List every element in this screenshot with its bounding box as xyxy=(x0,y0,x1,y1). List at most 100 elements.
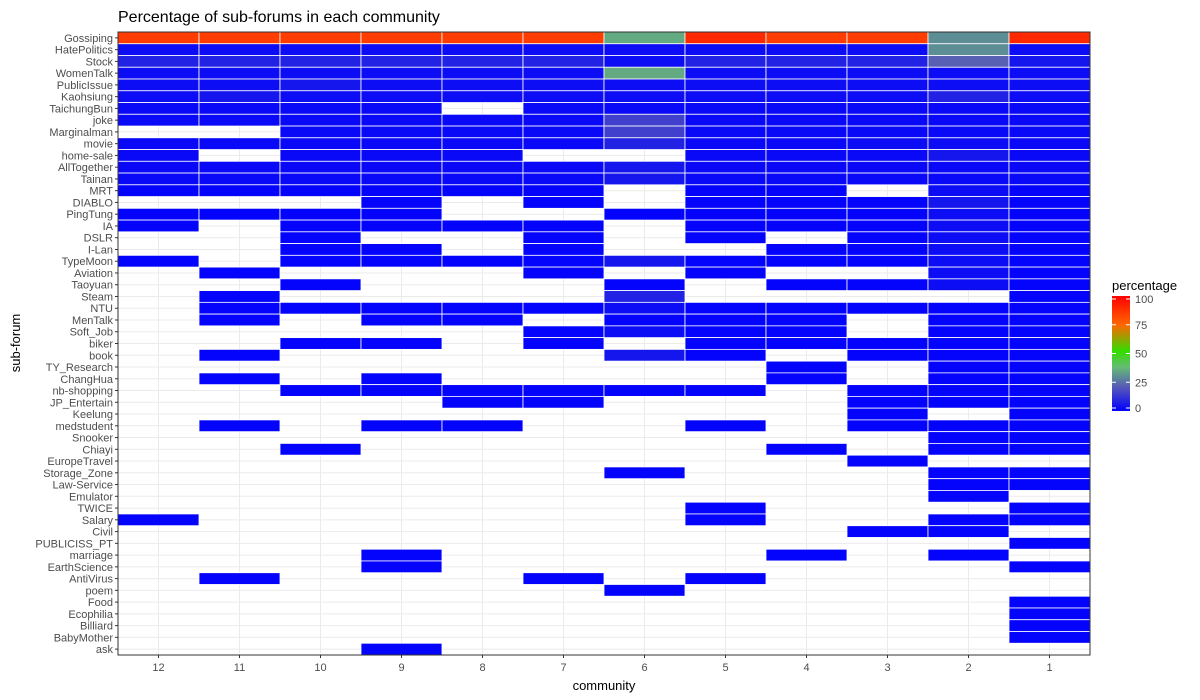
x-tick-label-3: 3 xyxy=(884,662,890,674)
cell-jp-entertain-1 xyxy=(1008,395,1091,409)
y-tick-label-joke: joke xyxy=(92,115,113,127)
cell-diablo-2 xyxy=(927,196,1010,209)
cell-tainan-12 xyxy=(117,172,200,186)
cell-steam-11 xyxy=(198,290,281,303)
y-tick-label-taoyuan: Taoyuan xyxy=(71,280,113,292)
cell-mentalk-1 xyxy=(1008,313,1091,327)
y-tick-label-dslr: DSLR xyxy=(84,233,113,245)
y-tick-label-changhua: ChangHua xyxy=(60,374,113,386)
cell-alltogether-11 xyxy=(198,160,281,174)
cell-pingtung-12 xyxy=(117,207,200,221)
cell-changhua-9 xyxy=(360,372,443,386)
cell-ty-research-1 xyxy=(1008,360,1091,374)
cell-medstudent-2 xyxy=(927,419,1010,433)
y-tick-label-chiayi: Chiayi xyxy=(82,444,113,456)
cell-medstudent-1 xyxy=(1008,419,1091,433)
cell-stock-12 xyxy=(117,55,200,68)
cell-tainan-9 xyxy=(360,172,443,186)
cell-hatepolitics-12 xyxy=(117,43,200,56)
cell-taichungbun-3 xyxy=(846,102,929,115)
x-tick-label-8: 8 xyxy=(479,662,485,674)
cell-i-lan-4 xyxy=(765,243,848,256)
cell-book-11 xyxy=(198,348,281,362)
cell-alltogether-6 xyxy=(603,160,686,174)
y-tick-label-stock: Stock xyxy=(85,56,113,68)
y-tick-label-snooker: Snooker xyxy=(72,433,113,445)
cell-alltogether-8 xyxy=(441,160,524,174)
cell-biker-3 xyxy=(846,337,929,350)
cell-pingtung-2 xyxy=(927,207,1010,221)
cell-publicissue-8 xyxy=(441,78,524,92)
cell-hatepolitics-10 xyxy=(279,43,362,56)
cell-kaohsiung-7 xyxy=(522,90,605,103)
cell-movie-10 xyxy=(279,137,362,150)
cell-ntu-3 xyxy=(846,301,929,315)
cell-storage-zone-1 xyxy=(1008,466,1091,480)
cell-jp-entertain-7 xyxy=(522,395,605,409)
cell-salary-2 xyxy=(927,513,1010,527)
cell-dslr-3 xyxy=(846,231,929,244)
cell-ntu-6 xyxy=(603,301,686,315)
cell-changhua-4 xyxy=(765,372,848,386)
cell-diablo-9 xyxy=(360,196,443,209)
cell-movie-1 xyxy=(1008,137,1091,150)
cell-soft-job-5 xyxy=(684,325,767,339)
y-axis-ticks: GossipingHatePoliticsStockWomenTalkPubli… xyxy=(35,33,118,656)
cell-joke-9 xyxy=(360,113,443,127)
legend-ticks: 100 75 50 25 0 xyxy=(1112,294,1153,415)
cell-publicissue-11 xyxy=(198,78,281,92)
cell-mentalk-4 xyxy=(765,313,848,327)
cell-aviation-7 xyxy=(522,266,605,280)
cell-hatepolitics-9 xyxy=(360,43,443,56)
y-tick-label-nb-shopping: nb-shopping xyxy=(52,386,113,398)
heatmap-cells xyxy=(117,31,1091,656)
cell-joke-7 xyxy=(522,113,605,127)
cell-home-sale-1 xyxy=(1008,149,1091,162)
cell-movie-6 xyxy=(603,137,686,150)
cell-kaohsiung-6 xyxy=(603,90,686,103)
cell-marginalman-8 xyxy=(441,125,524,139)
cell-nb-shopping-5 xyxy=(684,384,767,397)
cell-pingtung-1 xyxy=(1008,207,1091,221)
cell-womentalk-1 xyxy=(1008,66,1091,80)
cell-movie-12 xyxy=(117,137,200,150)
cell-pingtung-11 xyxy=(198,207,281,221)
cell-mentalk-11 xyxy=(198,313,281,327)
cell-nb-shopping-2 xyxy=(927,384,1010,397)
legend-tick-label-100: 100 xyxy=(1135,294,1153,306)
cell-home-sale-9 xyxy=(360,149,443,162)
cell-hatepolitics-3 xyxy=(846,43,929,56)
cell-ia-12 xyxy=(117,219,200,233)
cell-alltogether-5 xyxy=(684,160,767,174)
y-tick-label-europetravel: EuropeTravel xyxy=(47,456,113,468)
cell-movie-8 xyxy=(441,137,524,150)
cell-tainan-11 xyxy=(198,172,281,186)
cell-medstudent-9 xyxy=(360,419,443,433)
cell-mrt-11 xyxy=(198,184,281,197)
cell-tainan-3 xyxy=(846,172,929,186)
cell-movie-2 xyxy=(927,137,1010,150)
cell-antivirus-11 xyxy=(198,572,281,585)
cell-gossiping-9 xyxy=(360,31,443,45)
cell-taichungbun-6 xyxy=(603,102,686,115)
cell-joke-5 xyxy=(684,113,767,127)
cell-hatepolitics-6 xyxy=(603,43,686,56)
cell-alltogether-7 xyxy=(522,160,605,174)
cell-mrt-1 xyxy=(1008,184,1091,197)
cell-taoyuan-10 xyxy=(279,278,362,292)
cell-joke-6 xyxy=(603,113,686,127)
cell-stock-11 xyxy=(198,55,281,68)
cell-tainan-7 xyxy=(522,172,605,186)
cell-hatepolitics-1 xyxy=(1008,43,1091,56)
cell-salary-1 xyxy=(1008,513,1091,527)
cell-ia-4 xyxy=(765,219,848,233)
cell-book-1 xyxy=(1008,348,1091,362)
cell-mrt-10 xyxy=(279,184,362,197)
cell-joke-2 xyxy=(927,113,1010,127)
cell-soft-job-2 xyxy=(927,325,1010,339)
y-tick-label-biker: biker xyxy=(89,339,113,351)
cell-taoyuan-3 xyxy=(846,278,929,292)
cell-biker-4 xyxy=(765,337,848,350)
cell-diablo-4 xyxy=(765,196,848,209)
cell-mentalk-2 xyxy=(927,313,1010,327)
